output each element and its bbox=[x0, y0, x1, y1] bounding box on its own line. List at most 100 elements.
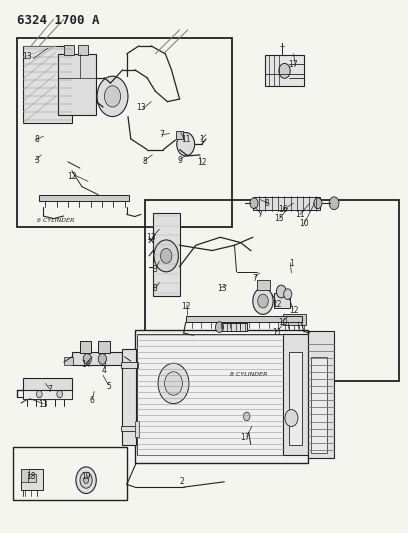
Bar bbox=[310, 357, 327, 453]
Circle shape bbox=[177, 133, 195, 156]
Bar bbox=[265, 55, 304, 86]
Bar bbox=[135, 421, 139, 437]
Circle shape bbox=[276, 285, 286, 298]
Text: 6 CYLINDER: 6 CYLINDER bbox=[37, 218, 75, 223]
Bar bbox=[308, 332, 334, 458]
Text: 8: 8 bbox=[143, 157, 147, 166]
Text: 12: 12 bbox=[289, 305, 298, 314]
Text: 12: 12 bbox=[273, 300, 282, 309]
Text: 15: 15 bbox=[275, 214, 284, 223]
Bar bbox=[283, 314, 306, 325]
Circle shape bbox=[250, 198, 258, 208]
Text: 8: 8 bbox=[153, 284, 157, 293]
Bar bbox=[186, 316, 302, 322]
Bar bbox=[58, 54, 96, 115]
Bar bbox=[289, 352, 302, 445]
Circle shape bbox=[329, 197, 339, 209]
Bar bbox=[23, 390, 72, 399]
Text: 4: 4 bbox=[102, 366, 107, 375]
Text: 11: 11 bbox=[273, 328, 282, 337]
Bar bbox=[122, 349, 136, 445]
Bar bbox=[135, 330, 308, 463]
Bar bbox=[257, 280, 270, 290]
Text: 13: 13 bbox=[217, 284, 227, 293]
Circle shape bbox=[84, 477, 89, 483]
Circle shape bbox=[154, 240, 178, 272]
Circle shape bbox=[104, 86, 121, 107]
Text: 13: 13 bbox=[39, 400, 48, 409]
Circle shape bbox=[98, 354, 106, 365]
Bar bbox=[80, 341, 91, 353]
Circle shape bbox=[164, 372, 182, 395]
Text: 11: 11 bbox=[295, 210, 304, 219]
Text: 17: 17 bbox=[288, 60, 298, 69]
Text: 9: 9 bbox=[177, 156, 182, 165]
Circle shape bbox=[83, 354, 91, 365]
Bar bbox=[21, 469, 29, 482]
Circle shape bbox=[76, 467, 96, 494]
Text: 13: 13 bbox=[22, 52, 32, 61]
Bar bbox=[145, 200, 399, 381]
Bar bbox=[274, 293, 290, 308]
Text: 14: 14 bbox=[81, 360, 91, 369]
Text: 7: 7 bbox=[47, 385, 52, 394]
Bar bbox=[153, 213, 180, 296]
Circle shape bbox=[258, 294, 268, 308]
Text: 3: 3 bbox=[153, 265, 157, 273]
Text: 1: 1 bbox=[200, 135, 204, 144]
Text: 6: 6 bbox=[90, 396, 95, 405]
Circle shape bbox=[284, 289, 292, 300]
Text: 2: 2 bbox=[179, 478, 184, 486]
Bar bbox=[64, 45, 74, 55]
Circle shape bbox=[160, 248, 172, 263]
Circle shape bbox=[80, 472, 92, 488]
Text: 3: 3 bbox=[35, 156, 40, 165]
Circle shape bbox=[36, 390, 42, 398]
Bar bbox=[220, 324, 247, 332]
Circle shape bbox=[244, 412, 250, 421]
Bar bbox=[64, 357, 73, 365]
Text: 7: 7 bbox=[159, 130, 164, 139]
Text: 10: 10 bbox=[279, 318, 288, 327]
Text: 16: 16 bbox=[279, 205, 288, 214]
Text: 8: 8 bbox=[35, 135, 40, 144]
Bar bbox=[23, 378, 72, 399]
Bar bbox=[283, 334, 308, 455]
Bar bbox=[21, 469, 43, 490]
Bar bbox=[253, 197, 320, 210]
Circle shape bbox=[285, 409, 298, 426]
Bar bbox=[121, 362, 138, 368]
Circle shape bbox=[215, 322, 224, 333]
Bar bbox=[98, 341, 110, 353]
Bar bbox=[39, 195, 129, 201]
Text: 12: 12 bbox=[67, 172, 77, 181]
Circle shape bbox=[158, 364, 189, 403]
Bar bbox=[28, 474, 36, 482]
Text: 1: 1 bbox=[289, 260, 294, 268]
Text: 8: 8 bbox=[265, 199, 269, 208]
Text: 13: 13 bbox=[136, 102, 146, 111]
Bar bbox=[13, 447, 127, 500]
Text: 11: 11 bbox=[181, 135, 191, 144]
Bar bbox=[78, 45, 88, 55]
Circle shape bbox=[97, 76, 128, 117]
Text: 18: 18 bbox=[27, 472, 36, 481]
Text: 8 CYLINDER: 8 CYLINDER bbox=[231, 372, 268, 376]
Text: 17: 17 bbox=[240, 433, 249, 442]
Text: 19: 19 bbox=[81, 472, 91, 481]
Text: 6324 1700 A: 6324 1700 A bbox=[17, 14, 100, 27]
Circle shape bbox=[314, 198, 322, 208]
Text: 12: 12 bbox=[181, 302, 191, 311]
Text: 13: 13 bbox=[146, 233, 156, 242]
Bar bbox=[137, 334, 283, 455]
Text: 7: 7 bbox=[253, 273, 257, 282]
Bar bbox=[175, 132, 183, 139]
Bar bbox=[72, 352, 125, 365]
Circle shape bbox=[253, 288, 273, 314]
Text: 10: 10 bbox=[299, 220, 308, 229]
Bar bbox=[17, 38, 233, 227]
Bar bbox=[23, 46, 72, 123]
Circle shape bbox=[279, 63, 290, 78]
Text: 5: 5 bbox=[106, 382, 111, 391]
Circle shape bbox=[57, 390, 62, 398]
